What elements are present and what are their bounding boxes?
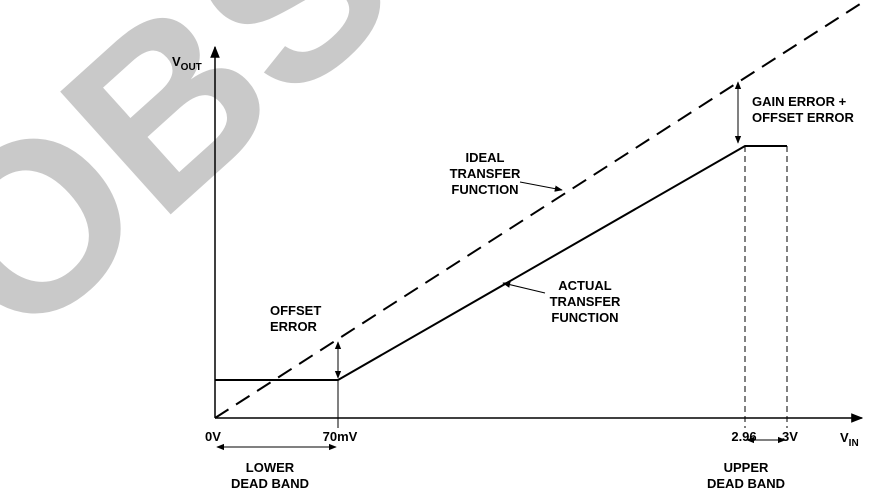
x-axis-label: VIN <box>840 430 859 449</box>
annotation-line: OFFSET <box>270 303 321 318</box>
annotation: LOWER DEAD BAND <box>231 460 309 491</box>
ideal-pointer <box>519 181 563 192</box>
annotation: IDEAL TRANSFER FUNCTION <box>450 150 521 197</box>
annotation-line: LOWER <box>246 460 295 475</box>
tick-label: 0V <box>205 429 221 444</box>
watermark: OBS <box>0 0 441 388</box>
annotation: GAIN ERROR + OFFSET ERROR <box>752 94 854 125</box>
y-axis-label: VOUT <box>172 54 202 73</box>
annotation-line: ACTUAL <box>558 278 611 293</box>
actual-pointer <box>502 281 546 294</box>
tick-label: 3V <box>782 429 798 444</box>
annotation-line: GAIN ERROR + <box>752 94 847 109</box>
annotation: UPPER DEAD BAND <box>707 460 785 491</box>
annotation-line: OFFSET ERROR <box>752 110 854 125</box>
annotation-line: ERROR <box>270 319 318 334</box>
annotation-line: TRANSFER <box>550 294 621 309</box>
annotation-line: FUNCTION <box>551 310 618 325</box>
ideal-line <box>214 3 861 419</box>
annotation: ACTUAL TRANSFER FUNCTION <box>550 278 621 325</box>
tick-label: 70mV <box>323 429 358 444</box>
tick-label: 2.96 <box>731 429 756 444</box>
annotation-line: DEAD BAND <box>231 476 309 491</box>
annotation-line: UPPER <box>724 460 769 475</box>
actual-line <box>215 145 787 381</box>
annotation-line: TRANSFER <box>450 166 521 181</box>
annotation-line: FUNCTION <box>451 182 518 197</box>
annotation-line: DEAD BAND <box>707 476 785 491</box>
annotation: OFFSET ERROR <box>270 303 321 334</box>
annotation-line: IDEAL <box>466 150 505 165</box>
